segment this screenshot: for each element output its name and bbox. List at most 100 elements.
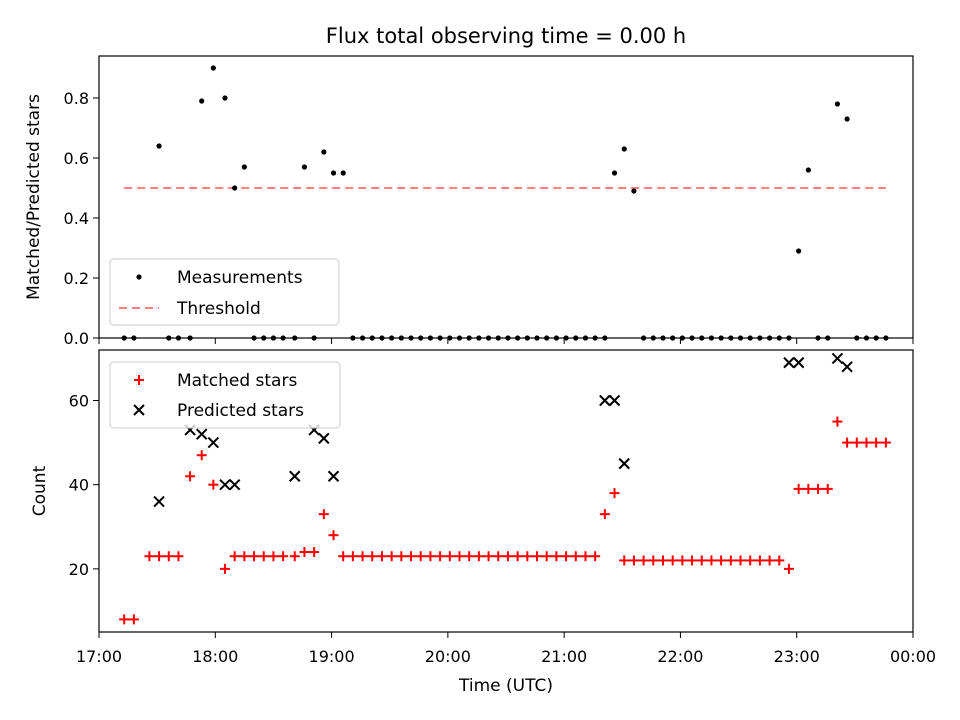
- measurement-point: [301, 164, 308, 170]
- matched-star-point: [249, 551, 260, 562]
- matched-star-point: [163, 551, 174, 562]
- matched-star-point: [483, 551, 494, 562]
- matched-star-point: [628, 555, 639, 566]
- matched-star-point: [454, 551, 465, 562]
- matched-star-point: [512, 551, 523, 562]
- predicted-star-point: [599, 394, 611, 407]
- legend-label-matched: Matched stars: [177, 371, 297, 391]
- measurement-point: [330, 170, 337, 176]
- matched-star-point: [561, 551, 572, 562]
- matched-star-point: [842, 437, 853, 448]
- measurement-point: [241, 164, 247, 170]
- matched-star-point: [745, 555, 756, 566]
- matched-star-point: [657, 555, 668, 566]
- predicted-star-point: [608, 394, 621, 407]
- top-chart-title: Flux total observing time = 0.00 h: [326, 24, 686, 48]
- matched-star-point: [502, 551, 513, 562]
- measurement-point: [156, 143, 162, 149]
- matched-star-point: [725, 555, 736, 566]
- top-axes-frame: [98, 55, 914, 339]
- legend-marker-predicted: [133, 404, 145, 416]
- measurement-point: [611, 170, 618, 176]
- matched-star-point: [599, 509, 610, 520]
- measurement-point: [222, 95, 228, 101]
- matched-star-point: [687, 555, 698, 566]
- matched-star-point: [185, 471, 196, 482]
- x-tick-label: 00:00: [890, 647, 936, 666]
- matched-star-point: [219, 563, 230, 574]
- legend-marker-matched: [134, 375, 144, 385]
- matched-star-point: [299, 547, 310, 558]
- matched-star-point: [754, 555, 765, 566]
- matched-star-point: [376, 551, 387, 562]
- matched-star-point: [258, 551, 269, 562]
- matched-star-point: [638, 555, 649, 566]
- matched-star-point: [813, 483, 824, 494]
- bottom-x-ticks: 17:00 18:00 19:00 20:00 21:00 22:00 23:00 00:00: [76, 632, 936, 666]
- matched-star-point: [774, 555, 785, 566]
- matched-star-point: [783, 563, 794, 574]
- matched-star-point: [541, 551, 552, 562]
- bottom-y-tick-label: 60: [69, 392, 89, 411]
- matched-star-point: [803, 483, 814, 494]
- matched-star-point: [580, 551, 591, 562]
- matched-star-point: [871, 437, 882, 448]
- matched-star-point: [338, 551, 349, 562]
- matched-star-point: [435, 551, 446, 562]
- matched-star-point: [464, 551, 475, 562]
- matched-star-point: [861, 437, 872, 448]
- matched-star-point: [696, 555, 707, 566]
- matched-star-point: [173, 551, 184, 562]
- measurement-point: [844, 116, 850, 122]
- legend-label-measurements: Measurements: [177, 268, 303, 288]
- matched-star-point: [425, 551, 436, 562]
- measurement-point: [321, 149, 327, 155]
- matched-star-point: [832, 416, 843, 427]
- top-legend: Measurements Threshold: [109, 258, 340, 326]
- matched-star-point: [473, 551, 484, 562]
- matched-star-point: [735, 555, 746, 566]
- matched-star-point: [532, 551, 543, 562]
- measurement-point: [805, 167, 811, 173]
- matched-star-point: [522, 551, 533, 562]
- bottom-plot-area: [119, 352, 891, 625]
- matched-star-point: [268, 551, 279, 562]
- predicted-star-point: [153, 495, 165, 508]
- top-y-ticks: 0.0 0.2 0.4 0.6 0.8: [64, 89, 99, 348]
- matched-star-point: [229, 551, 240, 562]
- matched-star-point: [239, 551, 250, 562]
- x-tick-label: 18:00: [192, 647, 238, 666]
- legend-label-threshold: Threshold: [176, 299, 261, 319]
- matched-star-point: [278, 551, 289, 562]
- matched-star-point: [444, 551, 455, 562]
- matched-star-point: [347, 551, 358, 562]
- matched-star-point: [309, 547, 320, 558]
- matched-star-point: [667, 555, 678, 566]
- matched-star-point: [716, 555, 727, 566]
- bottom-y-tick-label: 40: [69, 476, 89, 495]
- matched-star-point: [318, 509, 329, 520]
- predicted-star-point: [228, 478, 241, 491]
- bottom-y-axis-label: Count: [30, 465, 50, 516]
- bottom-legend-box: [109, 361, 341, 429]
- x-axis-label: Time (UTC): [458, 676, 553, 696]
- top-y-tick-label: 0.0: [64, 329, 89, 348]
- matched-star-point: [154, 551, 165, 562]
- predicted-star-point: [783, 356, 795, 369]
- matched-star-point: [357, 551, 368, 562]
- matched-star-point: [289, 551, 300, 562]
- predicted-star-point: [219, 478, 231, 491]
- x-tick-label: 22:00: [657, 647, 703, 666]
- matched-star-point: [551, 551, 562, 562]
- x-tick-label: 17:00: [76, 647, 122, 666]
- top-y-tick-label: 0.2: [64, 269, 89, 288]
- top-x-ticks: [98, 338, 914, 344]
- x-tick-label: 23:00: [774, 647, 820, 666]
- matched-star-point: [386, 551, 397, 562]
- matched-star-point: [406, 551, 417, 562]
- bottom-legend: Matched stars Predicted stars: [109, 361, 341, 429]
- top-y-tick-label: 0.6: [64, 149, 89, 168]
- measurement-point: [232, 185, 238, 191]
- x-tick-label: 20:00: [425, 647, 471, 666]
